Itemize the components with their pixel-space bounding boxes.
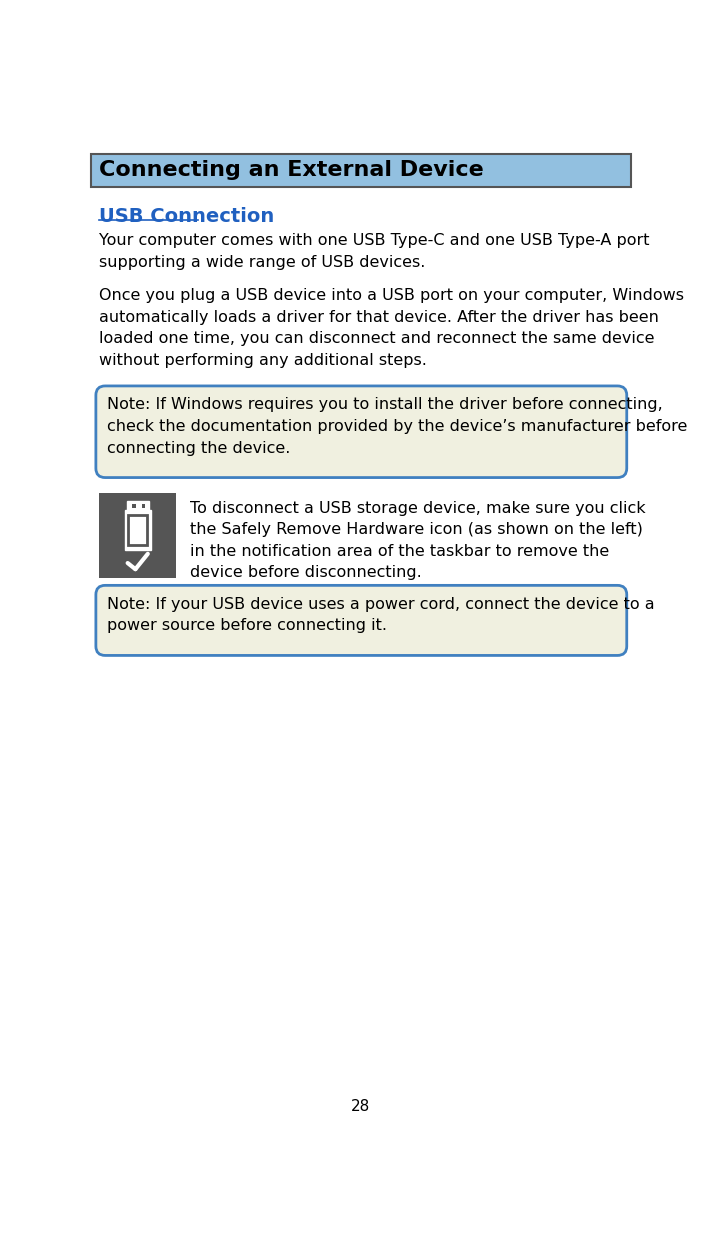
Bar <box>127 501 149 510</box>
Text: supporting a wide range of USB devices.: supporting a wide range of USB devices. <box>99 256 425 269</box>
FancyBboxPatch shape <box>96 387 627 477</box>
FancyBboxPatch shape <box>91 154 632 186</box>
Text: loaded one time, you can disconnect and reconnect the same device: loaded one time, you can disconnect and … <box>99 331 654 346</box>
Bar <box>142 504 145 507</box>
Text: check the documentation provided by the device’s manufacturer before: check the documentation provided by the … <box>106 419 687 434</box>
Text: Connecting an External Device: Connecting an External Device <box>99 160 484 180</box>
FancyBboxPatch shape <box>96 585 627 656</box>
Text: power source before connecting it.: power source before connecting it. <box>106 618 387 633</box>
Text: Your computer comes with one USB Type-C and one USB Type-A port: Your computer comes with one USB Type-C … <box>99 233 649 248</box>
Text: the Safely Remove Hardware icon (as shown on the left): the Safely Remove Hardware icon (as show… <box>190 522 643 538</box>
Text: Note: If your USB device uses a power cord, connect the device to a: Note: If your USB device uses a power co… <box>106 597 654 612</box>
Text: To disconnect a USB storage device, make sure you click: To disconnect a USB storage device, make… <box>190 501 646 516</box>
Bar <box>99 494 176 578</box>
Text: automatically loads a driver for that device. After the driver has been: automatically loads a driver for that de… <box>99 310 659 325</box>
Text: 28: 28 <box>351 1099 371 1114</box>
Text: connecting the device.: connecting the device. <box>106 441 290 456</box>
Text: Once you plug a USB device into a USB port on your computer, Windows: Once you plug a USB device into a USB po… <box>99 288 684 303</box>
Bar <box>128 515 147 545</box>
Bar <box>125 510 151 550</box>
Text: device before disconnecting.: device before disconnecting. <box>190 565 422 580</box>
Text: Note: If Windows requires you to install the driver before connecting,: Note: If Windows requires you to install… <box>106 398 663 413</box>
Bar <box>133 504 136 507</box>
Text: in the notification area of the taskbar to remove the: in the notification area of the taskbar … <box>190 544 610 559</box>
Text: without performing any additional steps.: without performing any additional steps. <box>99 353 427 368</box>
Text: USB Connection: USB Connection <box>99 206 288 225</box>
